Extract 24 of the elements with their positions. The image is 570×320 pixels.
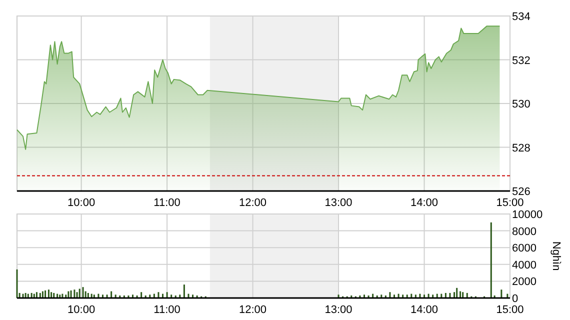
- y-tick-label: 2000: [512, 276, 536, 288]
- y-tick-label: 528: [512, 142, 530, 154]
- x-tick-label: 12:00: [239, 304, 267, 316]
- x-tick-label: 11:00: [154, 304, 180, 316]
- x-tick-label: 15:00: [496, 197, 524, 209]
- y-tick-label: 4000: [512, 259, 536, 272]
- x-tick-label: 11:00: [154, 197, 180, 209]
- x-tick-label: 13:00: [324, 304, 352, 316]
- x-tick-label: 14:00: [410, 197, 438, 209]
- x-tick-label: 10:00: [68, 197, 96, 209]
- x-tick-label: 10:00: [68, 304, 96, 316]
- y-tick-label: 534: [512, 11, 530, 23]
- y-axis-title: Nghìn: [550, 241, 562, 271]
- y-tick-label: 6000: [512, 242, 536, 255]
- y-tick-label: 0: [512, 293, 518, 305]
- y-tick-label: 530: [512, 98, 530, 110]
- y-tick-label: 526: [512, 186, 530, 198]
- x-tick-label: 12:00: [239, 197, 267, 209]
- x-tick-label: 14:00: [410, 304, 438, 316]
- y-tick-label: 10000: [512, 209, 543, 221]
- y-tick-label: 8000: [512, 226, 536, 238]
- x-tick-label: 15:00: [496, 304, 524, 316]
- x-tick-label: 13:00: [324, 197, 352, 209]
- y-tick-label: 532: [512, 54, 530, 67]
